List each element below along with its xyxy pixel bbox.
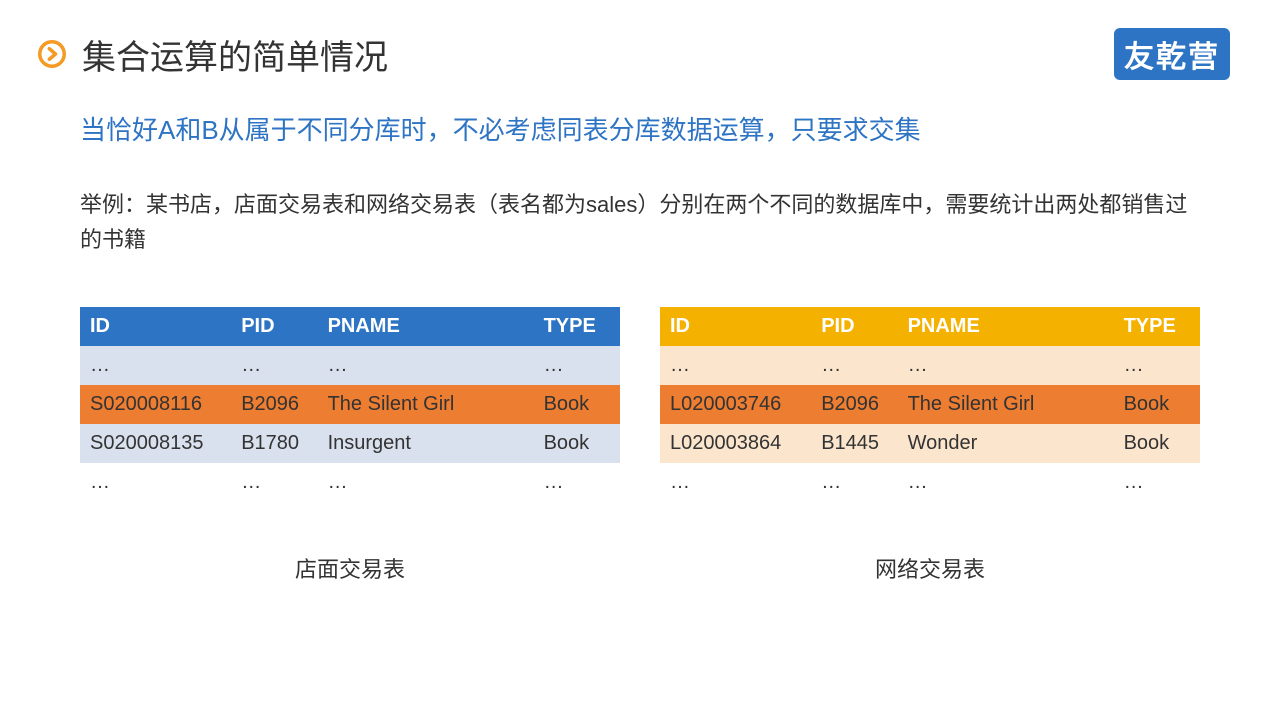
table-cell: … — [534, 463, 620, 502]
table-cell: Book — [534, 424, 620, 463]
table-header-cell: PNAME — [318, 307, 534, 346]
table-cell: Insurgent — [318, 424, 534, 463]
table-cell: … — [811, 346, 897, 385]
table-cell: L020003864 — [660, 424, 811, 463]
description: 举例：某书店，店面交易表和网络交易表（表名都为sales）分别在两个不同的数据库… — [80, 187, 1200, 257]
table-cell: B1780 — [231, 424, 317, 463]
table-row: ………… — [660, 346, 1200, 385]
table-header-cell: TYPE — [534, 307, 620, 346]
page-title: 集合运算的简单情况 — [82, 30, 1114, 79]
table-cell: Wonder — [898, 424, 1114, 463]
table-row: ………… — [80, 346, 620, 385]
table-right-block: IDPIDPNAMETYPE…………L020003746B2096The Sil… — [660, 307, 1200, 584]
table-cell: B1445 — [811, 424, 897, 463]
table-cell: B2096 — [231, 385, 317, 424]
table-cell: L020003746 — [660, 385, 811, 424]
table-cell: … — [660, 463, 811, 502]
subtitle: 当恰好A和B从属于不同分库时，不必考虑同表分库数据运算，只要求交集 — [80, 110, 1200, 147]
caption-right: 网络交易表 — [660, 552, 1200, 584]
table-cell: … — [1114, 346, 1200, 385]
table-row: ………… — [660, 463, 1200, 502]
table-header-cell: PNAME — [898, 307, 1114, 346]
table-cell: … — [811, 463, 897, 502]
table-left-block: IDPIDPNAMETYPE…………S020008116B2096The Sil… — [80, 307, 620, 584]
table-row: ………… — [80, 463, 620, 502]
table-header-cell: PID — [231, 307, 317, 346]
table-cell: The Silent Girl — [898, 385, 1114, 424]
table-cell: … — [898, 463, 1114, 502]
table-cell: … — [534, 346, 620, 385]
table-right: IDPIDPNAMETYPE…………L020003746B2096The Sil… — [660, 307, 1200, 502]
table-row: S020008135B1780InsurgentBook — [80, 424, 620, 463]
table-cell: … — [80, 463, 231, 502]
table-row: L020003746B2096The Silent GirlBook — [660, 385, 1200, 424]
table-cell: Book — [1114, 424, 1200, 463]
table-cell: … — [898, 346, 1114, 385]
table-cell: … — [1114, 463, 1200, 502]
brand-badge: 友乾营 — [1114, 28, 1230, 80]
table-cell: S020008116 — [80, 385, 231, 424]
table-cell: … — [231, 346, 317, 385]
table-header-cell: ID — [80, 307, 231, 346]
table-cell: The Silent Girl — [318, 385, 534, 424]
caption-left: 店面交易表 — [80, 552, 620, 584]
table-row: L020003864B1445WonderBook — [660, 424, 1200, 463]
chevron-bullet-icon — [38, 40, 66, 68]
table-header-cell: TYPE — [1114, 307, 1200, 346]
table-cell: … — [80, 346, 231, 385]
table-cell: Book — [534, 385, 620, 424]
table-cell: Book — [1114, 385, 1200, 424]
table-cell: … — [231, 463, 317, 502]
table-header-cell: PID — [811, 307, 897, 346]
table-cell: S020008135 — [80, 424, 231, 463]
table-cell: … — [318, 346, 534, 385]
table-cell: … — [660, 346, 811, 385]
table-row: S020008116B2096The Silent GirlBook — [80, 385, 620, 424]
table-cell: B2096 — [811, 385, 897, 424]
table-cell: … — [318, 463, 534, 502]
table-header-cell: ID — [660, 307, 811, 346]
table-left: IDPIDPNAMETYPE…………S020008116B2096The Sil… — [80, 307, 620, 502]
